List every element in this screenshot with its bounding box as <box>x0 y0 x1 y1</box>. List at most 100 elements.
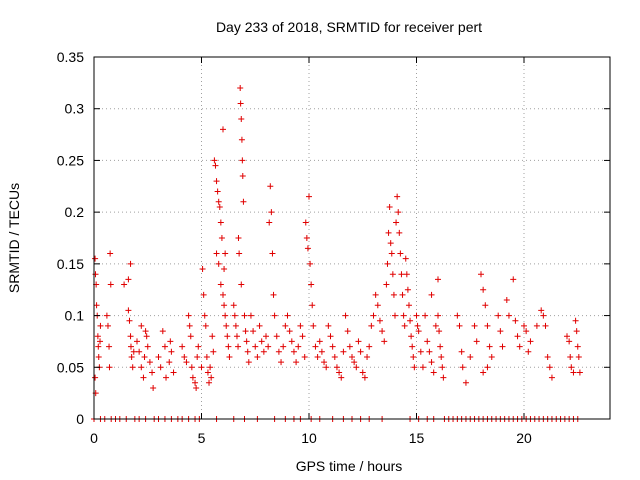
data-point <box>161 343 168 350</box>
data-point <box>92 255 99 262</box>
data-point <box>142 328 149 335</box>
data-point <box>428 291 435 298</box>
data-point <box>238 136 245 143</box>
data-point <box>297 322 304 329</box>
data-point <box>192 379 199 386</box>
data-point <box>221 302 228 309</box>
x-tick-label: 10 <box>301 430 317 446</box>
data-point <box>221 266 228 273</box>
data-point <box>408 333 415 340</box>
data-point <box>389 271 396 278</box>
data-point <box>346 343 353 350</box>
data-point <box>280 343 287 350</box>
data-point <box>216 203 223 210</box>
data-point <box>344 328 351 335</box>
data-points <box>91 85 583 422</box>
data-point <box>340 348 347 355</box>
data-point <box>106 343 113 350</box>
data-point <box>293 359 300 366</box>
data-point <box>575 353 582 360</box>
data-point <box>217 281 224 288</box>
data-point <box>435 276 441 283</box>
data-point <box>95 353 102 360</box>
data-point <box>409 343 416 350</box>
grid <box>94 57 610 419</box>
data-point <box>215 260 222 267</box>
data-point <box>126 317 133 324</box>
data-point <box>568 364 575 371</box>
data-point <box>321 359 328 366</box>
data-point <box>386 203 393 210</box>
data-point <box>299 333 306 340</box>
data-point <box>198 364 205 371</box>
data-point <box>570 369 577 376</box>
data-point <box>478 271 484 278</box>
data-point <box>94 333 101 340</box>
data-point <box>215 198 222 205</box>
data-point <box>567 353 574 360</box>
data-point <box>235 343 242 350</box>
data-point <box>572 317 579 324</box>
data-point <box>252 343 259 350</box>
data-point <box>125 276 132 283</box>
data-point <box>424 338 431 345</box>
data-point <box>540 312 547 319</box>
data-point <box>218 235 225 241</box>
data-point <box>383 281 390 288</box>
data-point <box>284 312 291 319</box>
data-point <box>256 322 263 329</box>
data-point <box>129 364 136 371</box>
data-point <box>432 322 439 329</box>
data-point <box>271 312 278 319</box>
data-point <box>459 364 466 371</box>
data-point <box>200 291 207 298</box>
data-point <box>250 328 257 335</box>
data-point <box>95 343 102 350</box>
data-point <box>462 379 469 386</box>
data-point <box>302 219 309 226</box>
data-point <box>260 348 267 355</box>
data-point <box>398 271 405 278</box>
y-tick-label: 0.25 <box>57 152 84 168</box>
data-point <box>510 276 517 283</box>
data-point <box>273 333 280 340</box>
data-point <box>237 85 244 92</box>
data-point <box>238 116 245 123</box>
data-point <box>512 317 519 324</box>
data-point <box>521 322 527 329</box>
data-point <box>239 172 246 179</box>
data-point <box>310 322 317 329</box>
data-point <box>303 235 310 241</box>
data-point <box>125 307 132 314</box>
data-point <box>214 188 221 195</box>
data-point <box>288 338 295 345</box>
data-point <box>187 333 194 340</box>
data-point <box>525 348 532 355</box>
data-point <box>130 348 137 355</box>
data-point <box>505 312 512 319</box>
data-point <box>183 359 190 366</box>
data-point <box>428 359 435 366</box>
data-point <box>318 348 325 355</box>
data-point <box>220 126 226 133</box>
y-tick-label: 0.3 <box>65 101 85 117</box>
data-point <box>419 364 426 371</box>
data-point <box>179 343 186 350</box>
data-point <box>312 343 319 350</box>
data-point <box>157 364 164 371</box>
data-point <box>538 307 545 314</box>
data-point <box>331 353 338 360</box>
data-point <box>390 291 397 298</box>
data-point <box>351 359 358 366</box>
data-point <box>202 322 209 329</box>
data-point <box>436 328 443 335</box>
data-point <box>146 359 153 366</box>
data-point <box>181 353 188 360</box>
data-point <box>480 369 487 376</box>
data-point <box>199 266 206 273</box>
data-point <box>516 343 523 350</box>
y-tick-label: 0 <box>76 411 84 427</box>
data-point <box>471 322 478 329</box>
data-point <box>364 353 371 360</box>
data-point <box>93 302 100 309</box>
